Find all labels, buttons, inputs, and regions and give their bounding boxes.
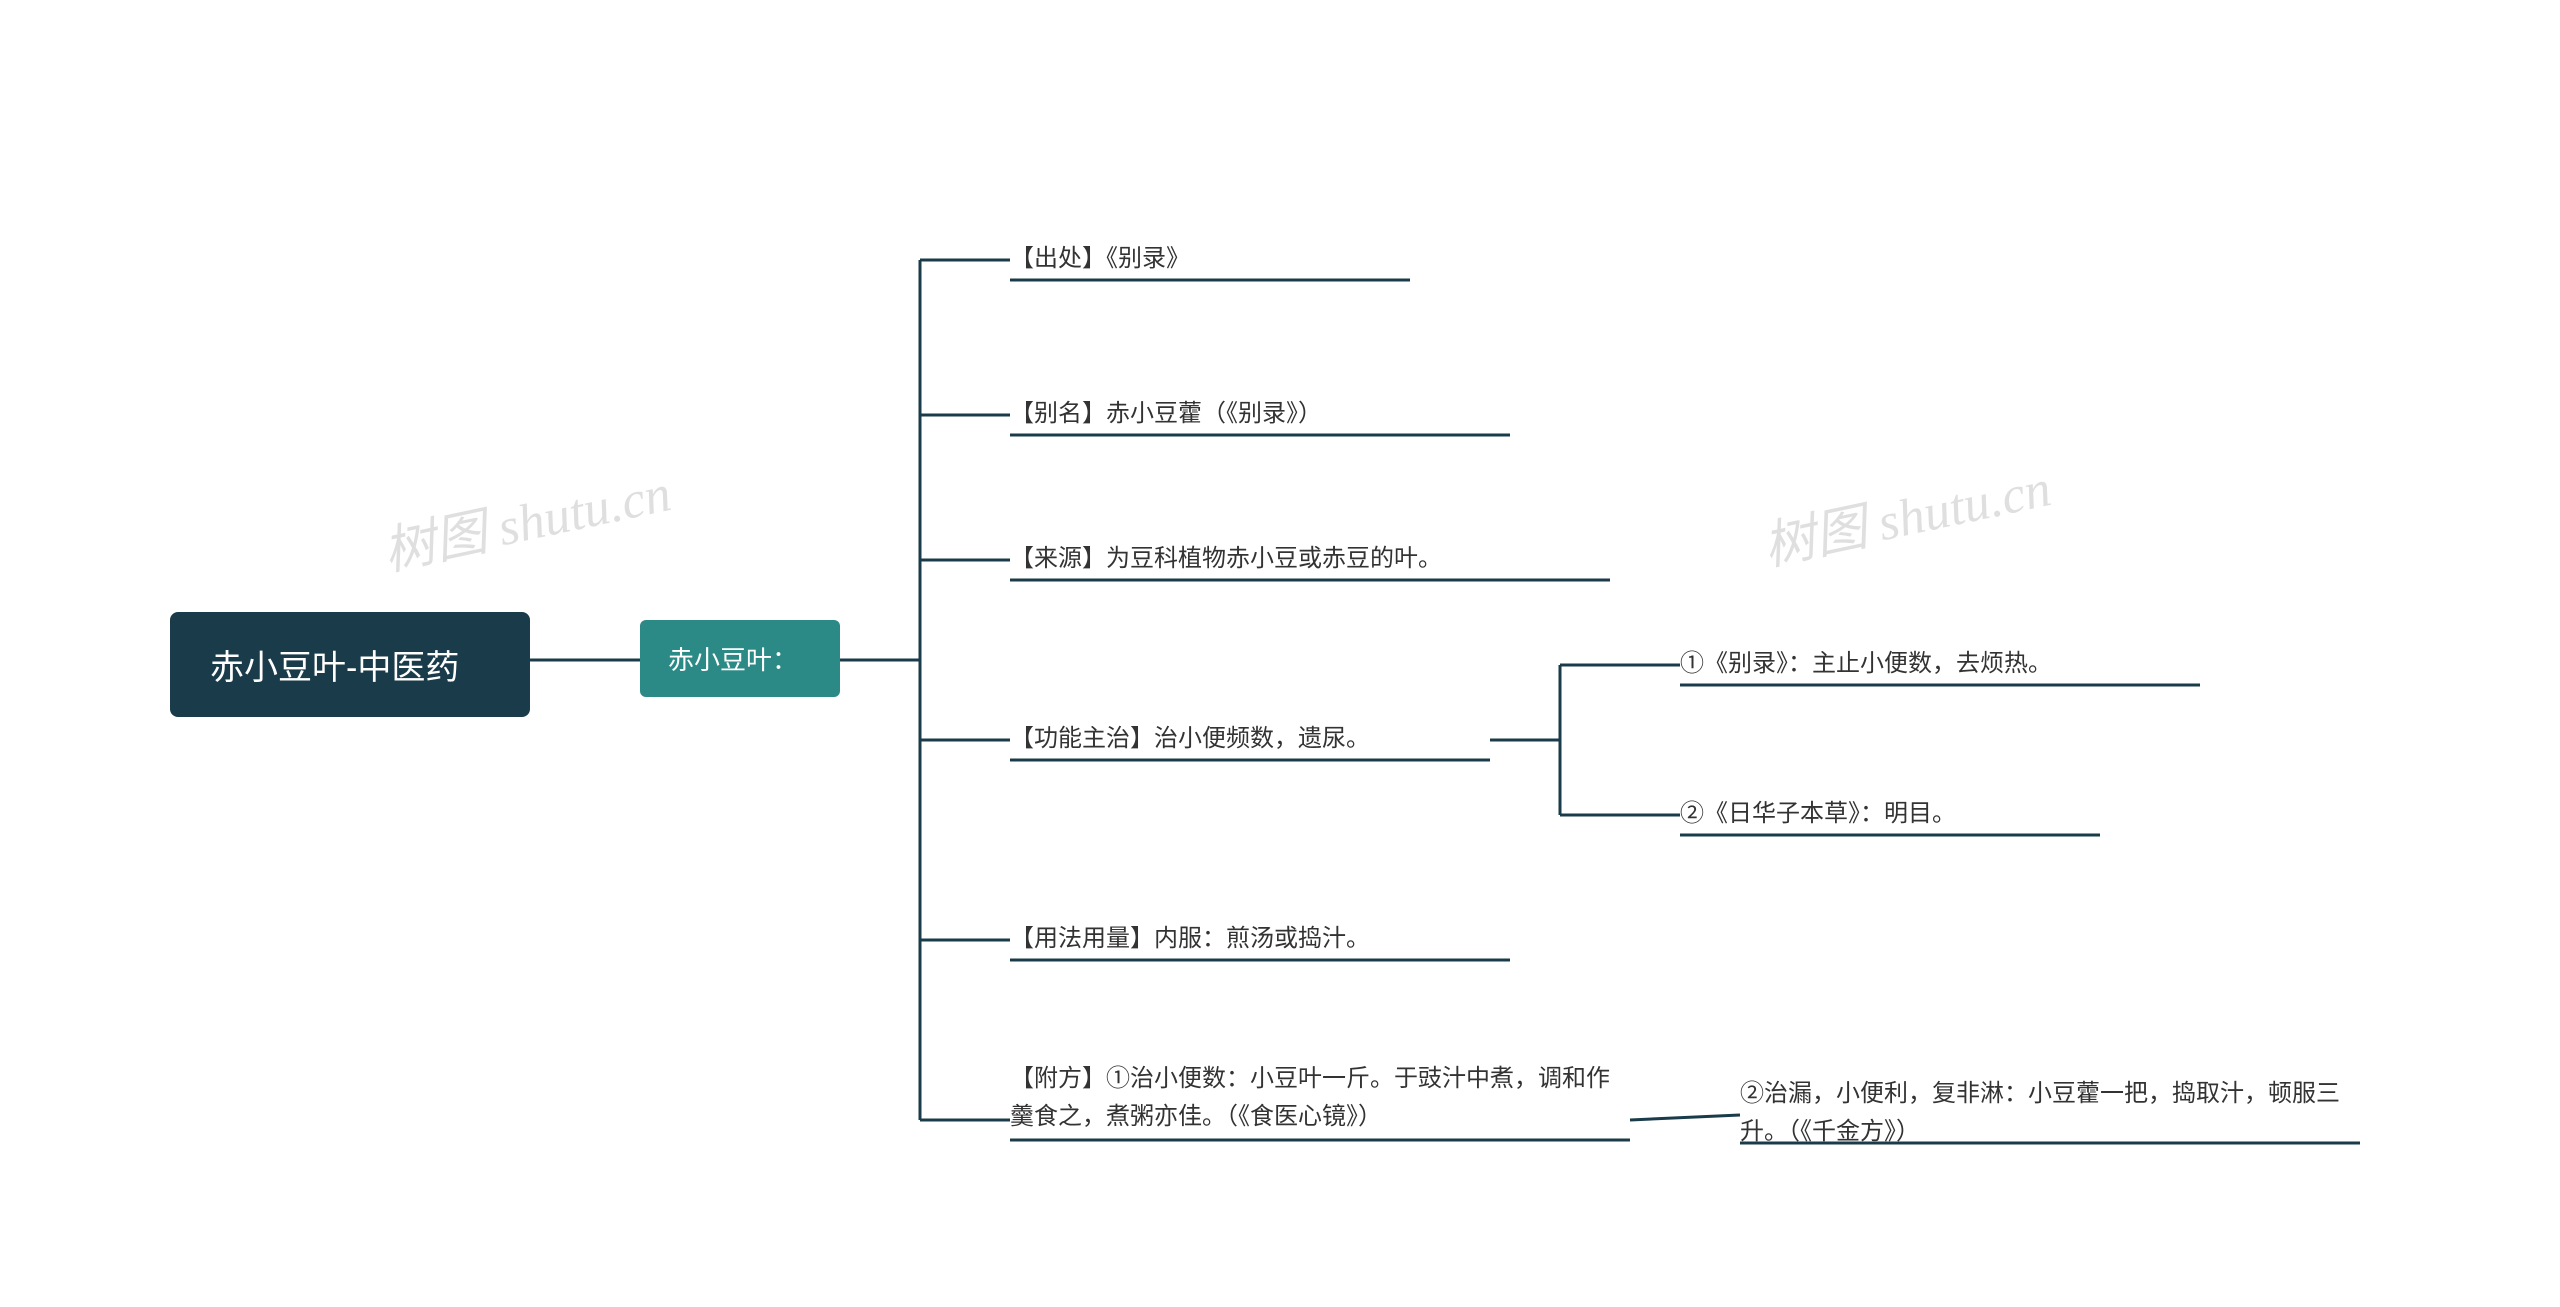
watermark-1: 树图 shutu.cn [1755,445,2056,579]
leaf-l4b[interactable]: ②《日华子本草》：明目。 [1680,795,2100,833]
leaf-l4a[interactable]: ①《别录》：主止小便数，去烦热。 [1680,645,2200,683]
leaf-l6[interactable]: 【附方】①治小便数：小豆叶一斤。于豉汁中煮，调和作羹食之，煮粥亦佳。（《食医心镜… [1010,1060,1630,1137]
leaf-l3[interactable]: 【来源】为豆科植物赤小豆或赤豆的叶。 [1010,540,1610,578]
leaf-l6a[interactable]: ②治漏，小便利，复非淋：小豆藿一把，捣取汁，顿服三升。（《千金方》） [1740,1075,2360,1152]
leaf-l5[interactable]: 【用法用量】内服：煎汤或捣汁。 [1010,920,1510,958]
root-node[interactable]: 赤小豆叶-中医药 [170,612,530,717]
leaf-l2[interactable]: 【别名】赤小豆藿（《别录》） [1010,395,1510,433]
sub-node[interactable]: 赤小豆叶： [640,620,840,697]
leaf-l4[interactable]: 【功能主治】治小便频数，遗尿。 [1010,720,1490,758]
leaf-l1[interactable]: 【出处】《别录》 [1010,240,1410,278]
watermark-0: 树图 shutu.cn [375,450,676,584]
